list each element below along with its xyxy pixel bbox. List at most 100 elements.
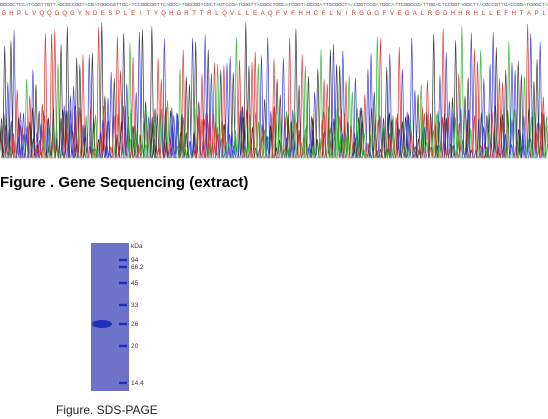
dna-base-letter: C: [291, 2, 295, 7]
dna-base-letter: T: [50, 2, 53, 7]
trace-peak: [264, 36, 271, 159]
trace-peak: [186, 83, 193, 159]
amino-acid-letter: F: [504, 11, 508, 17]
trace-peak: [10, 30, 18, 159]
dna-base-letter: T: [379, 2, 382, 7]
trace-noise-peak: [298, 141, 305, 159]
dna-base-letter: C: [488, 2, 492, 7]
dna-base-letter: G: [416, 2, 420, 7]
dna-base-letter: G: [100, 2, 104, 7]
dna-base-letter: G: [454, 2, 458, 7]
trace-noise-peak: [67, 109, 74, 159]
trace-noise-peak: [543, 124, 548, 159]
amino-acid-letter: E: [497, 11, 501, 17]
trace-noise-peak: [191, 130, 198, 159]
dna-base-letter: G: [463, 2, 467, 7]
dna-base-letter: G: [382, 2, 386, 7]
trace-noise-peak: [207, 112, 213, 159]
trace-noise-peak: [10, 134, 16, 159]
amino-acid-letter: L: [124, 11, 128, 17]
trace-noise-peak: [93, 149, 99, 159]
dna-base-letter: G: [206, 2, 210, 7]
trace-peak: [480, 78, 487, 159]
trace-noise-peak: [407, 120, 414, 159]
trace-noise-peak: [325, 106, 332, 159]
trace-noise-peak: [389, 119, 395, 159]
trace-noise-peak: [441, 112, 448, 159]
trace-noise-peak: [495, 147, 502, 159]
trace-noise-peak: [439, 116, 446, 159]
dna-base-letter: G: [504, 2, 508, 7]
trace-noise-peak: [528, 116, 535, 159]
trace-noise-peak: [384, 113, 391, 159]
amino-acid-letter: A: [527, 11, 531, 17]
amino-acid-letter: L: [482, 11, 486, 17]
trace-peak: [527, 32, 534, 159]
dna-base-letter: G: [66, 2, 70, 7]
amino-acid-letter: H: [512, 11, 516, 17]
dna-base-letter: A: [545, 2, 548, 7]
amino-acid-letter: T: [147, 11, 151, 17]
dna-base-letter: A: [351, 2, 355, 7]
dna-base-letter: C: [492, 2, 496, 7]
trace-noise-peak: [103, 141, 110, 159]
amino-acid-letter: F: [291, 11, 295, 17]
dna-base-letter: A: [94, 2, 98, 7]
trace-noise-peak: [457, 107, 464, 159]
trace-noise-peak: [163, 106, 169, 159]
dna-base-letter: C: [106, 2, 110, 7]
dna-base-letter: G: [451, 2, 455, 7]
trace-peak: [0, 117, 5, 159]
dna-base-letter: T: [542, 2, 545, 7]
trace-noise-peak: [423, 141, 430, 159]
dna-base-letter: G: [247, 2, 251, 7]
amino-acid-letter: H: [298, 11, 302, 17]
dna-base-letter: G: [404, 2, 408, 7]
dna-base-letter: C: [19, 2, 23, 7]
trace-noise-peak: [36, 139, 43, 159]
dna-base-letter: T: [116, 2, 119, 7]
trace-noise-peak: [285, 147, 291, 159]
dna-base-letter: C: [482, 2, 486, 7]
trace-noise-peak: [237, 110, 243, 159]
dna-base-letter: C: [410, 2, 414, 7]
amino-acid-letter: I: [140, 11, 142, 17]
protein-sample-band: [92, 320, 112, 328]
trace-noise-peak: [99, 119, 106, 159]
ladder-band: [119, 265, 127, 269]
amino-acid-letter: Q: [40, 11, 45, 17]
trace-noise-peak: [187, 140, 193, 159]
trace-noise-peak: [143, 144, 149, 159]
trace-peak: [543, 115, 548, 159]
dna-base-letter: C: [388, 2, 392, 7]
dna-base-letter: G: [275, 2, 279, 7]
trace-peak: [39, 103, 46, 159]
trace-noise-peak: [430, 129, 437, 159]
ladder-band: [119, 322, 127, 326]
dna-base-letter: G: [144, 2, 148, 7]
amino-acid-letter: V: [230, 11, 234, 17]
trace-noise-peak: [68, 121, 75, 159]
trace-peak: [430, 33, 437, 159]
dna-base-letter: T: [498, 2, 501, 7]
dna-base-letter: C: [529, 2, 533, 7]
dna-base-letter: C: [203, 2, 207, 7]
dna-base-letter: A: [235, 2, 239, 7]
amino-acid-letter: D: [443, 11, 448, 17]
amino-acid-letter: R: [184, 11, 189, 17]
trace-noise-peak: [41, 138, 47, 159]
trace-noise-peak: [106, 149, 113, 159]
trace-noise-peak: [73, 143, 80, 159]
dna-base-letter: C: [445, 2, 449, 7]
ladder-band: [119, 258, 127, 262]
dna-base-letter: C: [63, 2, 67, 7]
dna-base-letter: C: [22, 2, 26, 7]
dna-base-letter: G: [141, 2, 145, 7]
trace-noise-peak: [249, 126, 256, 159]
trace-noise-peak: [357, 107, 364, 159]
trace-peak: [64, 26, 71, 159]
amino-acid-letter: H: [306, 11, 310, 17]
dna-base-letter: G: [153, 2, 157, 7]
dna-base-letter: C: [163, 2, 167, 7]
